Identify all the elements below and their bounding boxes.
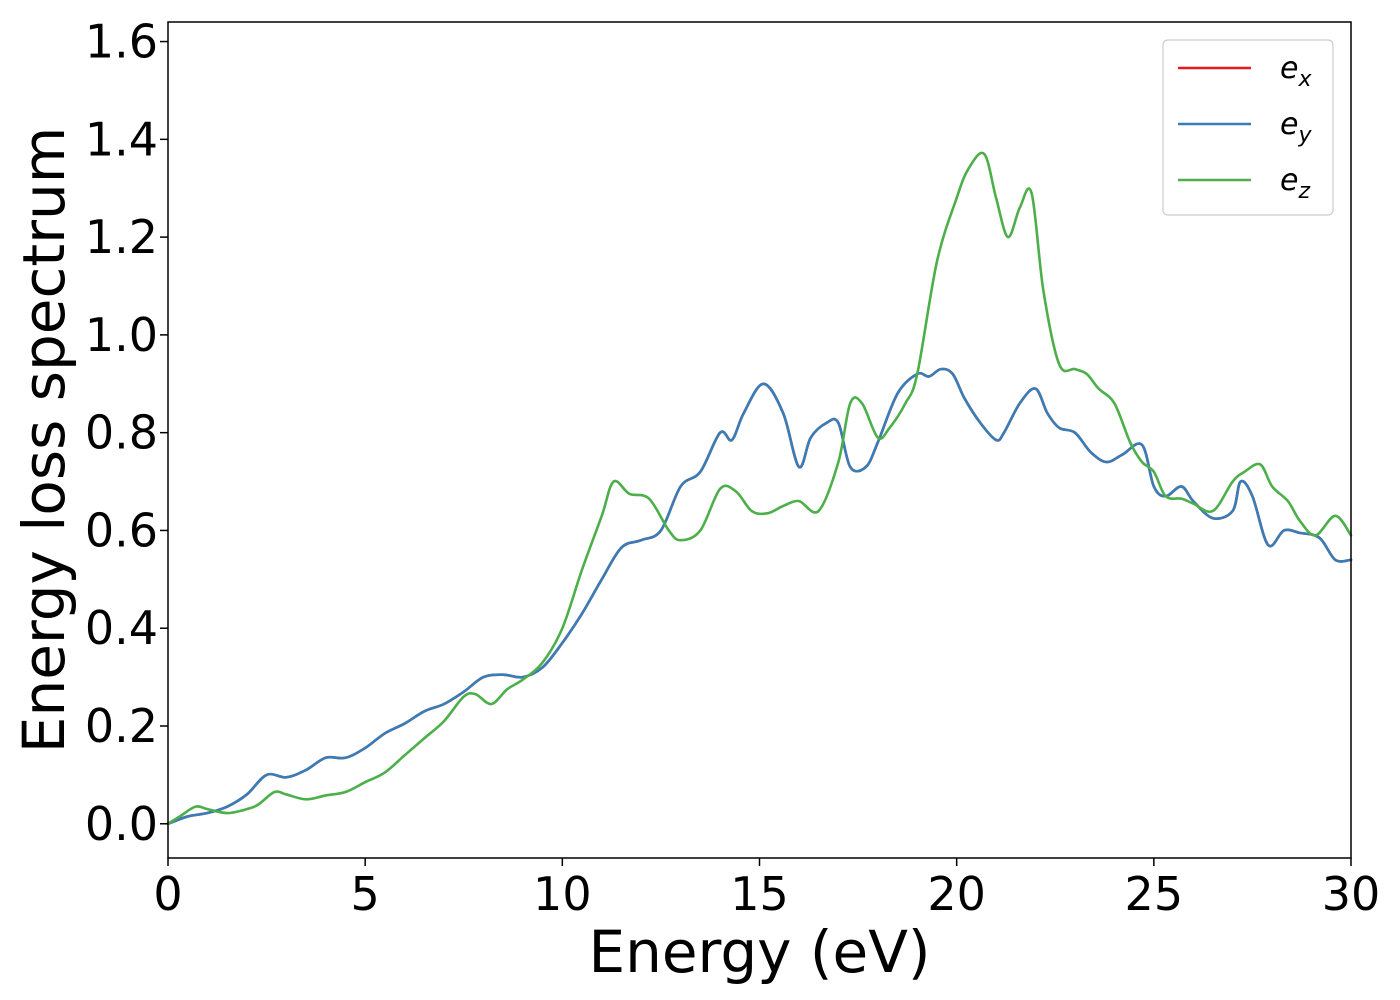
series-line-e-z	[166, 151, 1353, 826]
y-tick-label: 0.4	[85, 601, 158, 655]
y-tick-label: 0.2	[85, 699, 158, 753]
y-tick-label: 1.2	[85, 210, 158, 264]
legend-label: ey	[1280, 107, 1312, 148]
x-axis-label: Energy (eV)	[588, 918, 930, 986]
y-axis-label: Energy loss spectrum	[10, 127, 78, 753]
legend: ex ey ez	[1162, 39, 1334, 216]
legend-label: ex	[1280, 51, 1312, 92]
x-tick-label: 0	[153, 867, 182, 921]
legend-label: ez	[1280, 163, 1310, 204]
y-tick-label: 1.4	[85, 112, 158, 166]
legend-box	[1162, 39, 1334, 216]
x-tick-label: 25	[1125, 867, 1184, 921]
x-tick-label: 20	[927, 867, 986, 921]
x-tick-label: 30	[1322, 867, 1381, 921]
x-tick-label: 5	[351, 867, 380, 921]
y-tick-label: 0.0	[85, 797, 158, 851]
series-lines	[166, 151, 1353, 826]
series-line-e-x	[166, 367, 1353, 826]
y-tick-label: 0.6	[85, 503, 158, 557]
y-axis-ticks: 0.0 0.2 0.4 0.6 0.8 1.0 1.2 1.4 1.6	[85, 15, 168, 851]
series-line-e-y	[166, 367, 1353, 826]
y-tick-label: 0.8	[85, 406, 158, 460]
y-tick-label: 1.0	[85, 308, 158, 362]
x-axis-ticks: 0 5 10 15 20 25 30	[153, 858, 1380, 921]
y-tick-label: 1.6	[85, 15, 158, 69]
x-tick-label: 10	[533, 867, 592, 921]
x-tick-label: 15	[730, 867, 789, 921]
